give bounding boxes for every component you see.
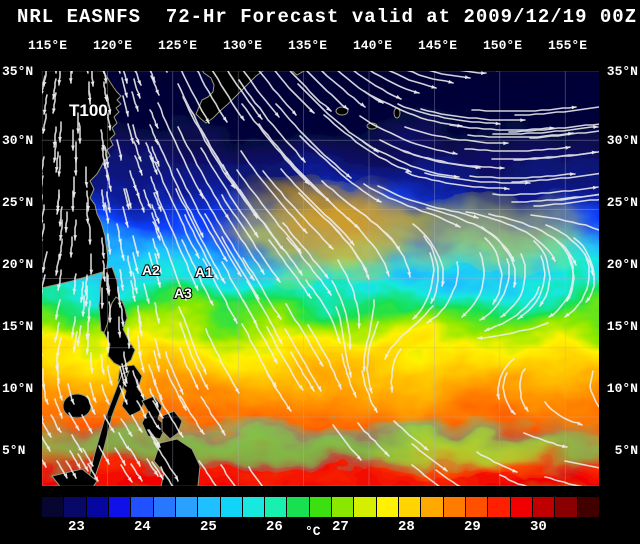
svg-text:A2: A2 — [142, 262, 160, 278]
svg-text:T100: T100 — [69, 101, 108, 120]
svg-text:A3: A3 — [174, 285, 192, 301]
svg-text:A1: A1 — [195, 264, 213, 280]
